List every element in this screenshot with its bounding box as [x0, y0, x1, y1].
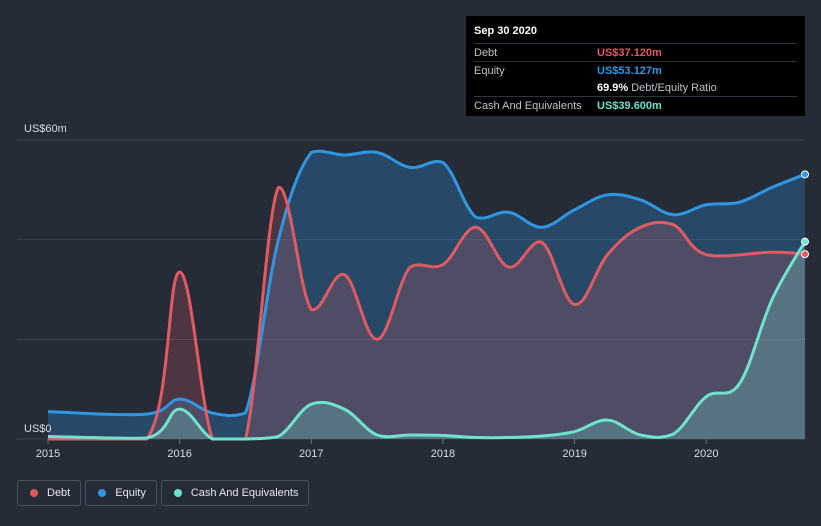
- tooltip-ratio-value: 69.9%: [597, 81, 629, 94]
- legend-label-equity: Equity: [115, 487, 146, 499]
- x-tick-label: 2017: [299, 448, 323, 460]
- tooltip-row-cash: Cash And Equivalents US$39.600m: [474, 96, 797, 114]
- tooltip-debt-label: Debt: [474, 46, 498, 59]
- tooltip-row-ratio: 69.9% Debt/Equity Ratio: [474, 79, 797, 96]
- end-marker-debt: [801, 250, 809, 259]
- x-tick-label: 2015: [36, 448, 60, 460]
- x-axis-ticks: 2015 2016 2017 2018 2019 2020: [36, 439, 719, 460]
- line-debt: [48, 185, 806, 441]
- tooltip-debt-value: US$37.120m: [597, 46, 662, 59]
- end-markers: [801, 170, 809, 259]
- x-tick-label: 2018: [431, 448, 455, 460]
- series-areas: [48, 151, 805, 439]
- tooltip-panel: Sep 30 2020 Debt US$37.120m Equity US$53…: [466, 16, 805, 116]
- end-marker-cash: [801, 237, 809, 246]
- tooltip-row-debt: Debt US$37.120m: [474, 43, 797, 61]
- y-axis-bottom-label: US$0: [24, 423, 52, 435]
- tooltip-equity-value: US$53.127m: [597, 64, 662, 77]
- legend-dot-debt: [30, 489, 38, 497]
- grid-lines: [17, 139, 805, 440]
- tooltip-equity-label: Equity: [474, 64, 505, 77]
- legend-dot-equity: [98, 489, 107, 497]
- tooltip-ratio-label: Debt/Equity Ratio: [631, 81, 717, 94]
- legend-label-debt: Debt: [47, 487, 71, 499]
- area-debt: [48, 187, 805, 439]
- legend-label-cash: Cash And Equivalents: [190, 487, 299, 499]
- x-tick-label: 2019: [562, 448, 586, 460]
- y-axis-top-label: US$60m: [24, 123, 67, 135]
- legend-item-equity[interactable]: Equity: [85, 480, 157, 506]
- area-cash: [48, 241, 805, 439]
- series-lines: [47, 149, 807, 441]
- end-marker-equity: [801, 170, 809, 179]
- line-cash: [47, 240, 807, 441]
- chart-legend: Debt Equity Cash And Equivalents: [17, 480, 310, 506]
- tooltip-cash-label: Cash And Equivalents: [474, 99, 582, 112]
- line-equity: [47, 149, 806, 418]
- tooltip-row-equity: Equity US$53.127m: [474, 61, 797, 79]
- legend-item-debt[interactable]: Debt: [17, 480, 82, 506]
- legend-dot-cash: [173, 489, 182, 497]
- legend-item-cash[interactable]: Cash And Equivalents: [160, 480, 310, 506]
- x-tick-label: 2020: [694, 448, 718, 460]
- area-equity: [48, 151, 805, 439]
- x-tick-label: 2016: [167, 448, 191, 460]
- tooltip-cash-value: US$39.600m: [597, 99, 662, 112]
- tooltip-date: Sep 30 2020: [474, 25, 537, 37]
